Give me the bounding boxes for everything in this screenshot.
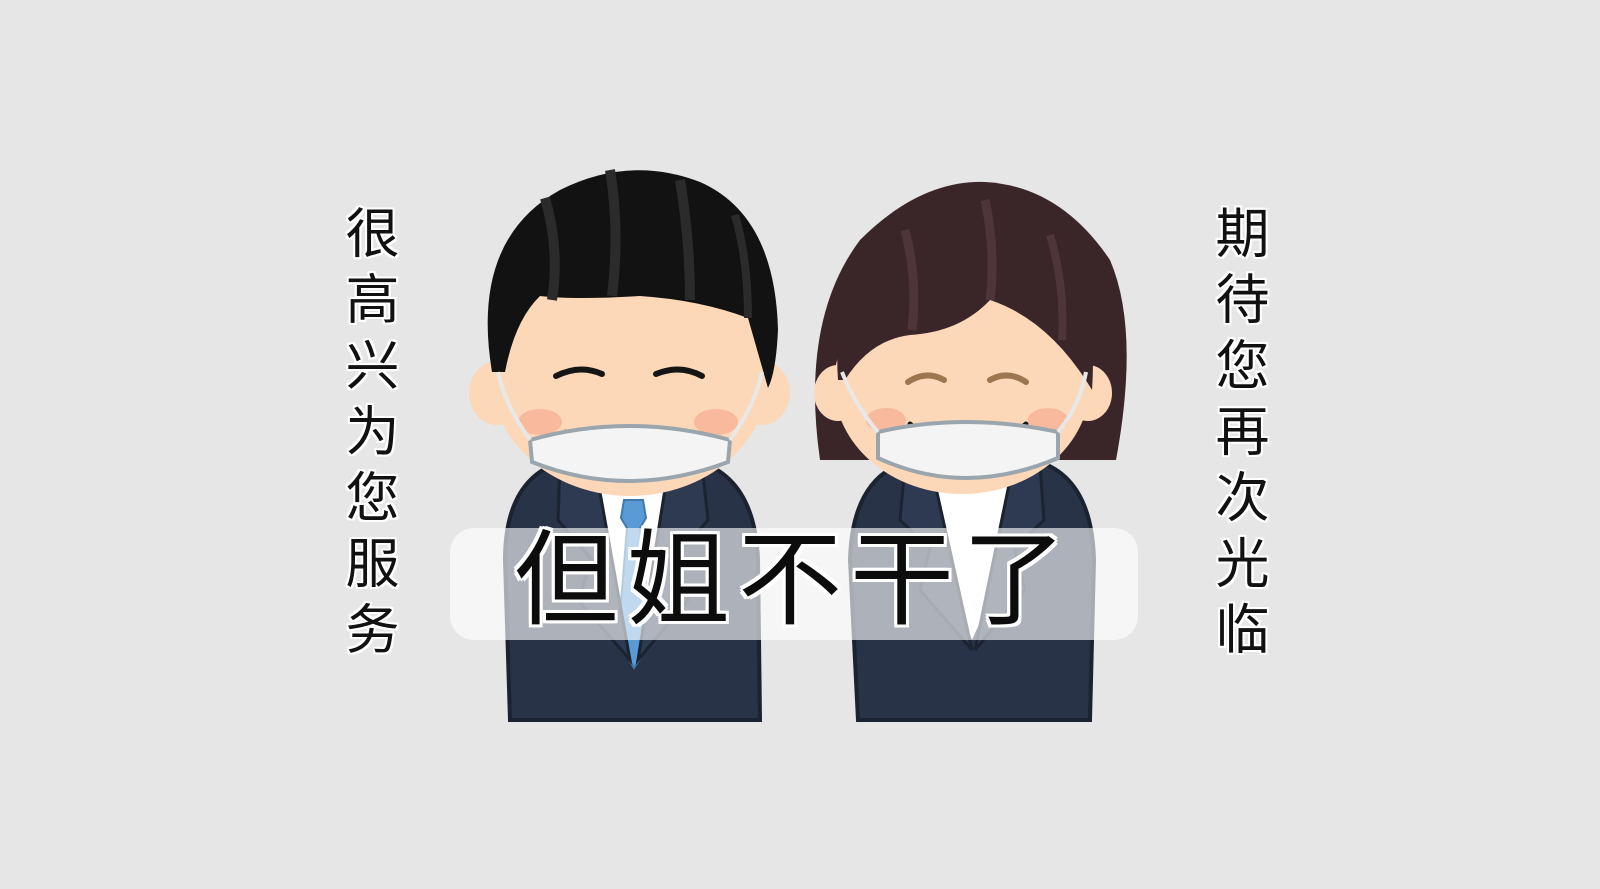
right-vertical-caption: 期待您再次光临 [1206, 205, 1269, 667]
bottom-caption: 但姐不干了 [513, 519, 1074, 641]
left-vertical-caption: 很高兴为您服务 [336, 205, 399, 667]
male-eyebrow-left [553, 366, 605, 379]
caption-panel [450, 528, 1138, 640]
female-mask [876, 420, 1060, 480]
female-hair-bangs [837, 211, 1093, 390]
male-hair [487, 170, 778, 388]
female-eyebrow-right [987, 372, 1029, 385]
male-mask [527, 424, 733, 483]
male-eyebrow-right [653, 366, 705, 379]
female-eyebrow-left [905, 372, 947, 385]
female-figure [814, 181, 1127, 722]
